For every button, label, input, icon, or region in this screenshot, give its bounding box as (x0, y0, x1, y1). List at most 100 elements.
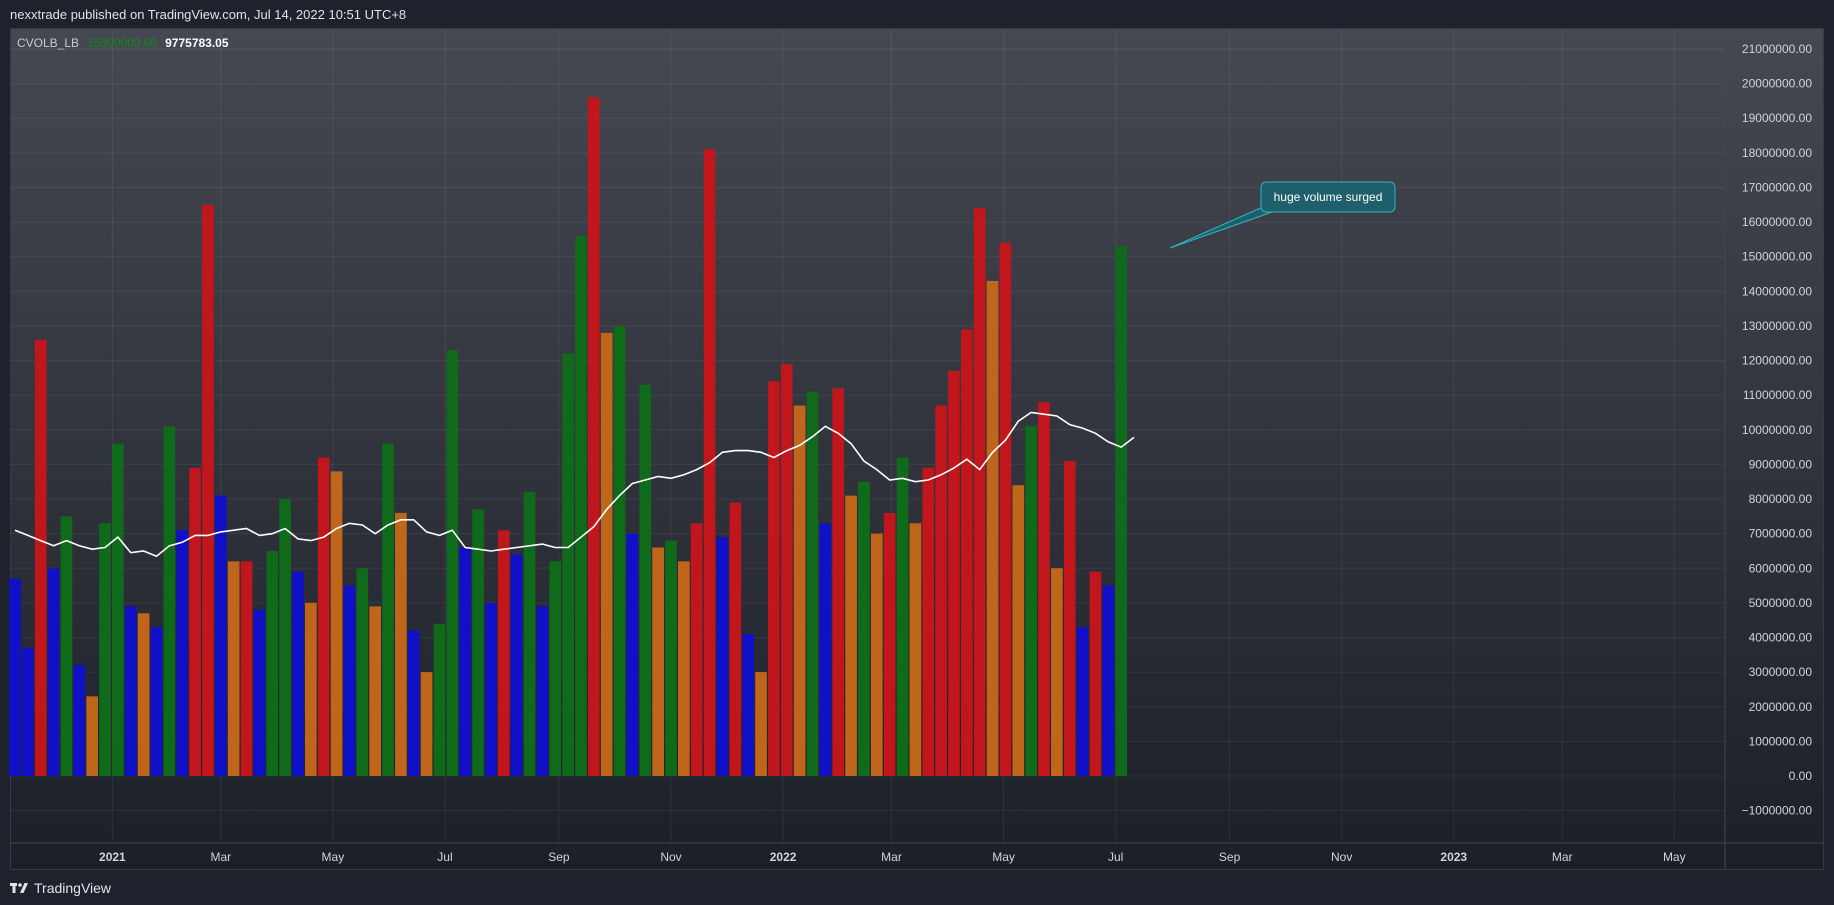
volume-bar[interactable] (948, 370, 960, 776)
volume-bar[interactable] (485, 602, 497, 776)
brand-name[interactable]: TradingView (34, 879, 112, 896)
volume-bar[interactable] (678, 561, 690, 776)
volume-bar[interactable] (47, 568, 60, 776)
volume-bar[interactable] (922, 467, 935, 776)
volume-bar[interactable] (973, 208, 986, 776)
volume-bar[interactable] (523, 492, 536, 776)
volume-bar[interactable] (407, 630, 420, 776)
volume-bar[interactable] (279, 499, 291, 776)
volume-bar[interactable] (86, 696, 99, 776)
volume-bar[interactable] (780, 364, 793, 776)
volume-bar[interactable] (870, 533, 883, 776)
volume-bar[interactable] (742, 634, 754, 776)
volume-bar[interactable] (690, 523, 703, 776)
volume-bar[interactable] (832, 388, 845, 776)
volume-bar[interactable] (536, 606, 549, 776)
volume-bar[interactable] (176, 530, 189, 776)
volume-bar[interactable] (60, 516, 73, 776)
volume-bar[interactable] (935, 405, 947, 776)
annotation-box[interactable] (1260, 181, 1396, 213)
volume-bar[interactable] (150, 627, 163, 776)
volume-bar[interactable] (768, 381, 780, 776)
volume-bar[interactable] (961, 329, 973, 776)
volume-bar[interactable] (163, 426, 176, 776)
volume-bar[interactable] (1076, 627, 1089, 776)
volume-bar[interactable] (626, 533, 639, 776)
volume-bar[interactable] (1012, 485, 1025, 776)
published-text: nexxtrade published on TradingView.com, … (10, 6, 407, 22)
volume-bar[interactable] (562, 353, 574, 776)
volume-bar[interactable] (729, 502, 742, 776)
volume-bar[interactable] (189, 467, 201, 776)
volume-bar[interactable] (1063, 460, 1076, 776)
volume-bar[interactable] (433, 623, 446, 776)
volume-bar[interactable] (34, 339, 47, 776)
volume-bar[interactable] (999, 242, 1012, 776)
footer: TradingView (0, 870, 1834, 905)
volume-bar[interactable] (1038, 402, 1050, 776)
volume-bar[interactable] (819, 523, 832, 776)
y-tick-label: 19000000.00 (1742, 111, 1812, 125)
volume-bar[interactable] (214, 495, 227, 776)
x-tick-label: 2021 (99, 850, 126, 864)
volume-bar[interactable] (549, 561, 562, 776)
volume-bar[interactable] (986, 280, 999, 776)
volume-bar[interactable] (317, 457, 330, 776)
volume-bar[interactable] (755, 672, 767, 776)
volume-bar[interactable] (73, 665, 86, 776)
volume-bar[interactable] (1102, 585, 1115, 776)
volume-bar[interactable] (1025, 426, 1037, 776)
volume-bar[interactable] (112, 443, 124, 776)
volume-bar[interactable] (369, 606, 381, 776)
moving-average-line[interactable] (14, 411, 1135, 558)
y-tick-label: 13000000.00 (1742, 319, 1812, 333)
volume-bar[interactable] (909, 523, 922, 776)
volume-bar[interactable] (202, 204, 214, 777)
volume-bar[interactable] (497, 530, 510, 776)
volume-bar[interactable] (266, 550, 279, 776)
volume-bar[interactable] (22, 647, 34, 776)
volume-bar[interactable] (1051, 568, 1063, 776)
volume-bar[interactable] (420, 672, 433, 776)
volume-bar[interactable] (240, 561, 253, 776)
volume-bar[interactable] (639, 384, 652, 776)
volume-bar[interactable] (472, 509, 484, 776)
volume-bar[interactable] (124, 606, 137, 776)
volume-bar[interactable] (652, 547, 664, 776)
volume-bar[interactable] (858, 481, 870, 776)
volume-bar[interactable] (382, 443, 394, 776)
volume-bar[interactable] (305, 602, 317, 776)
volume-bar[interactable] (793, 405, 806, 776)
volume-bar[interactable] (9, 578, 21, 776)
volume-bar[interactable] (227, 561, 240, 776)
indicator-legend[interactable]: CVOLB_LB 15300000.00 9775783.05 (17, 36, 229, 50)
x-tick-label: 2023 (1440, 850, 1467, 864)
x-tick-label: Nov (660, 850, 681, 864)
tradingview-logo-icon[interactable] (10, 882, 28, 894)
volume-bar[interactable] (716, 537, 729, 776)
volume-bar[interactable] (665, 540, 677, 776)
volume-bar[interactable] (896, 457, 909, 776)
volume-bar[interactable] (395, 512, 407, 776)
volume-bar[interactable] (292, 571, 304, 776)
volume-bar[interactable] (459, 547, 472, 776)
volume-bar[interactable] (356, 568, 369, 776)
volume-bar[interactable] (99, 523, 111, 776)
volume-bar[interactable] (806, 391, 819, 776)
volume-bar[interactable] (1115, 246, 1128, 777)
volume-bar[interactable] (446, 350, 459, 776)
volume-bar[interactable] (330, 471, 343, 776)
volume-bar[interactable] (845, 495, 857, 776)
volume-bar[interactable] (575, 235, 587, 776)
volume-bar[interactable] (137, 613, 150, 776)
volume-bar[interactable] (343, 585, 356, 776)
volume-bar[interactable] (253, 609, 266, 776)
indicator-name[interactable]: CVOLB_LB (17, 36, 80, 50)
volume-bar[interactable] (613, 325, 626, 776)
volume-bar[interactable] (600, 332, 613, 776)
volume-bar[interactable] (1089, 571, 1102, 776)
volume-bar[interactable] (510, 554, 523, 776)
volume-bar[interactable] (587, 97, 600, 776)
volume-bar[interactable] (883, 512, 896, 776)
